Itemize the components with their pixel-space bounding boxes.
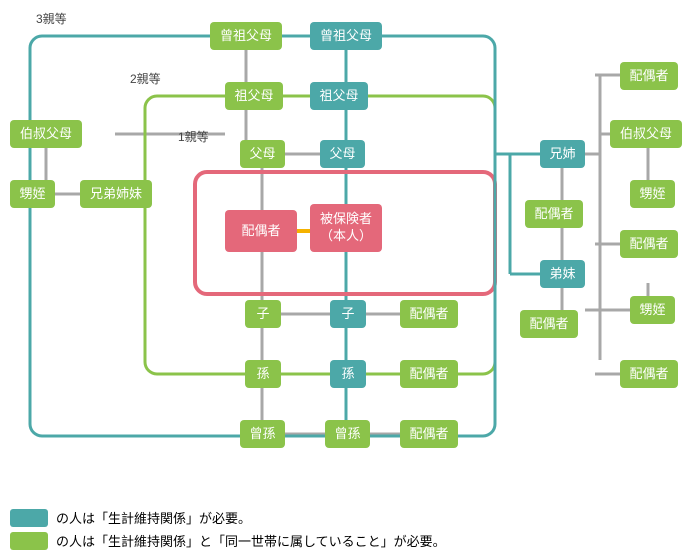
node-ggc_l: 曾孫	[240, 420, 285, 448]
legend-text-teal: の人は「生計維持関係」が必要。	[56, 508, 251, 527]
node-gc_r: 孫	[330, 360, 366, 388]
node-sp_sib_y: 配偶者	[520, 310, 578, 338]
node-gp_r: 祖父母	[310, 82, 368, 110]
node-sib_e: 兄姉	[540, 140, 585, 168]
node-nn_l: 甥姪	[10, 180, 55, 208]
node-sp_sib_e: 配偶者	[525, 200, 583, 228]
node-par_r: 父母	[320, 140, 365, 168]
node-sp_ch: 配偶者	[400, 300, 458, 328]
legend-row-green: の人は「生計維持関係」と「同一世帯に属していること」が必要。	[10, 531, 690, 550]
node-sp_gc: 配偶者	[400, 360, 458, 388]
node-par_l: 父母	[240, 140, 285, 168]
node-gp_l: 祖父母	[225, 82, 283, 110]
node-child_l: 子	[245, 300, 281, 328]
legend-text-green: の人は「生計維持関係」と「同一世帯に属していること」が必要。	[56, 531, 446, 550]
degree-label-d1: 1親等	[178, 128, 209, 145]
node-nn_tr: 甥姪	[630, 180, 675, 208]
node-sp_r: 配偶者	[620, 230, 678, 258]
node-unc_r: 伯叔父母	[610, 120, 682, 148]
degree-label-d3: 3親等	[36, 10, 67, 27]
node-person: 被保険者 （本人）	[310, 204, 382, 252]
node-sib_l: 兄弟姉妹	[80, 180, 152, 208]
node-ggp_l: 曾祖父母	[210, 22, 282, 50]
node-sp_br: 配偶者	[620, 360, 678, 388]
swatch-teal	[10, 509, 48, 527]
node-gc_l: 孫	[245, 360, 281, 388]
legend-row-teal: の人は「生計維持関係」が必要。	[10, 508, 690, 527]
node-sp_tr: 配偶者	[620, 62, 678, 90]
node-child_r: 子	[330, 300, 366, 328]
kinship-diagram: 曾祖父母曾祖父母祖父母祖父母配偶者伯叔父母伯叔父母父母父母兄姉甥姪兄弟姉妹甥姪配…	[0, 0, 700, 500]
node-spouse: 配偶者	[225, 210, 297, 252]
node-ggc_r: 曾孫	[325, 420, 370, 448]
node-sp_ggc: 配偶者	[400, 420, 458, 448]
node-unc_l: 伯叔父母	[10, 120, 82, 148]
degree-label-d2: 2親等	[130, 70, 161, 87]
node-nn_br: 甥姪	[630, 296, 675, 324]
legend: の人は「生計維持関係」が必要。 の人は「生計維持関係」と「同一世帯に属しているこ…	[0, 500, 700, 554]
node-sib_y: 弟妹	[540, 260, 585, 288]
swatch-green	[10, 532, 48, 550]
node-ggp_r: 曾祖父母	[310, 22, 382, 50]
